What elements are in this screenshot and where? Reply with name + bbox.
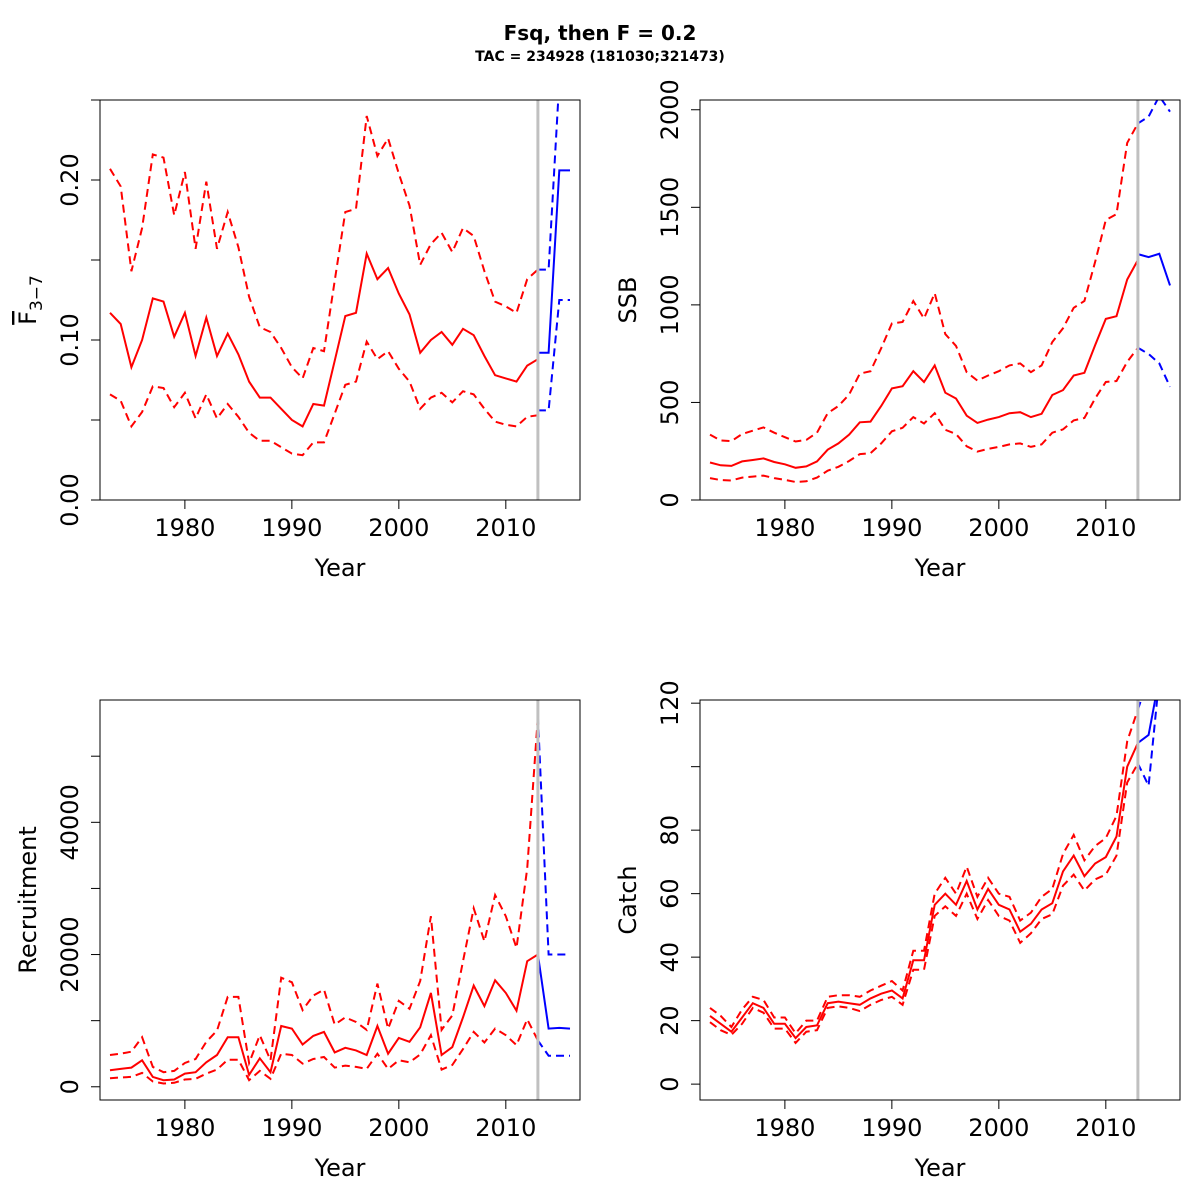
catch-ylabel: Catch xyxy=(614,865,642,934)
catch-series-history-estimate xyxy=(709,742,1139,1040)
fbar-series-history-upper xyxy=(109,115,539,381)
fbar-ylabel: F3−7 xyxy=(14,275,47,325)
ssb-series-history-upper xyxy=(709,122,1139,443)
catch-series-history-lower xyxy=(709,763,1139,1045)
ssb-ytick-label: 2000 xyxy=(656,79,684,140)
ssb-xlabel: Year xyxy=(914,554,966,582)
catch-ytick-label: 60 xyxy=(656,878,684,909)
ssb-xtick-label: 1980 xyxy=(754,514,815,542)
fbar-xtick-label: 2010 xyxy=(475,514,536,542)
recruitment-series-forecast-upper xyxy=(536,716,570,956)
recruitment-ytick-label: 0 xyxy=(56,1079,84,1094)
ssb-series-forecast-lower xyxy=(1137,346,1171,388)
fbar-xtick-label: 1990 xyxy=(261,514,322,542)
ssb-frame xyxy=(699,99,1181,501)
fbar-series-history-lower xyxy=(109,339,539,457)
figure-subtitle: TAC = 234928 (181030;321473) xyxy=(475,49,725,65)
figure-title: Fsq, then F = 0.2 xyxy=(504,21,697,45)
recruitment-ytick-label: 20000 xyxy=(56,916,84,992)
recruitment-xtick-label: 2010 xyxy=(475,1114,536,1142)
catch-ytick-label: 80 xyxy=(656,815,684,846)
fbar-ytick-label: 0.00 xyxy=(56,473,84,526)
ssb-ytick-label: 500 xyxy=(656,380,684,426)
catch-plot-area xyxy=(709,700,1159,1045)
ssb-series-forecast-estimate xyxy=(1137,252,1171,286)
recruitment-series-forecast-estimate xyxy=(536,954,571,1030)
catch-xtick-label: 2000 xyxy=(968,1114,1029,1142)
recruitment-panel: 1980 1990 2000 2010 0 20000 40000 Year Recruitme… xyxy=(14,699,581,1182)
recruitment-xtick-label: 1990 xyxy=(261,1114,322,1142)
ssb-series-history-lower xyxy=(709,347,1139,484)
fbar-xtick-label: 2000 xyxy=(368,514,429,542)
recruitment-xlabel: Year xyxy=(314,1154,366,1182)
recruitment-series-history-lower xyxy=(109,1016,539,1085)
ssb-plot-area xyxy=(709,100,1171,484)
recruitment-ylabel: Recruitment xyxy=(14,826,42,973)
ssb-xtick-label: 2010 xyxy=(1075,514,1136,542)
fbar-plot-area xyxy=(109,100,570,457)
catch-ytick-label: 0 xyxy=(656,1076,684,1091)
recruitment-series-forecast-lower xyxy=(537,1039,570,1057)
ssb-ytick-label: 1500 xyxy=(656,177,684,238)
catch-series-history-upper xyxy=(709,709,1139,1035)
fbar-xlabel: Year xyxy=(314,554,366,582)
catch-frame xyxy=(699,699,1181,1101)
ssb-series-history-estimate xyxy=(709,259,1139,469)
ssb-series-forecast-upper xyxy=(1137,100,1171,125)
ssb-xtick-label: 1990 xyxy=(861,514,922,542)
fbar-panel: 1980 1990 2000 2010 0.00 0.10 0.20 Year F3−7 xyxy=(14,99,581,582)
catch-ytick-label: 20 xyxy=(656,1005,684,1036)
recruitment-frame xyxy=(99,699,581,1101)
catch-xlabel: Year xyxy=(914,1154,966,1182)
recruitment-ytick-label: 40000 xyxy=(56,784,84,860)
catch-xtick-label: 1980 xyxy=(754,1114,815,1142)
ssb-ytick-label: 0 xyxy=(656,492,684,507)
recruitment-xtick-label: 1980 xyxy=(154,1114,215,1142)
fbar-xtick-label: 1980 xyxy=(154,514,215,542)
recruitment-series-history-upper xyxy=(109,716,539,1074)
fbar-series-forecast-estimate xyxy=(537,169,570,354)
recruitment-plot-area xyxy=(109,716,571,1085)
recruitment-xtick-label: 2000 xyxy=(368,1114,429,1142)
fbar-ytick-label: 0.10 xyxy=(56,313,84,366)
catch-series-forecast-upper xyxy=(1136,700,1143,710)
catch-series-forecast-lower xyxy=(1136,700,1159,790)
ssb-ytick-label: 1000 xyxy=(656,274,684,335)
catch-ytick-label: 120 xyxy=(656,680,684,726)
fbar-series-forecast-upper xyxy=(537,100,560,271)
catch-xtick-label: 2010 xyxy=(1075,1114,1136,1142)
ssb-xtick-label: 2000 xyxy=(968,514,1029,542)
ssb-ylabel: SSB xyxy=(614,277,642,324)
catch-series-forecast-estimate xyxy=(1137,700,1157,744)
catch-panel: 1980 1990 2000 2010 0 20 40 60 80 120 Year Catch xyxy=(614,680,1181,1182)
fbar-ytick-label: 0.20 xyxy=(56,153,84,206)
fbar-series-forecast-lower xyxy=(537,299,570,412)
fbar-series-history-estimate xyxy=(109,250,539,428)
recruitment-series-history-estimate xyxy=(109,953,539,1082)
catch-ytick-label: 40 xyxy=(656,942,684,973)
fbar-frame xyxy=(99,99,581,501)
catch-xtick-label: 1990 xyxy=(861,1114,922,1142)
